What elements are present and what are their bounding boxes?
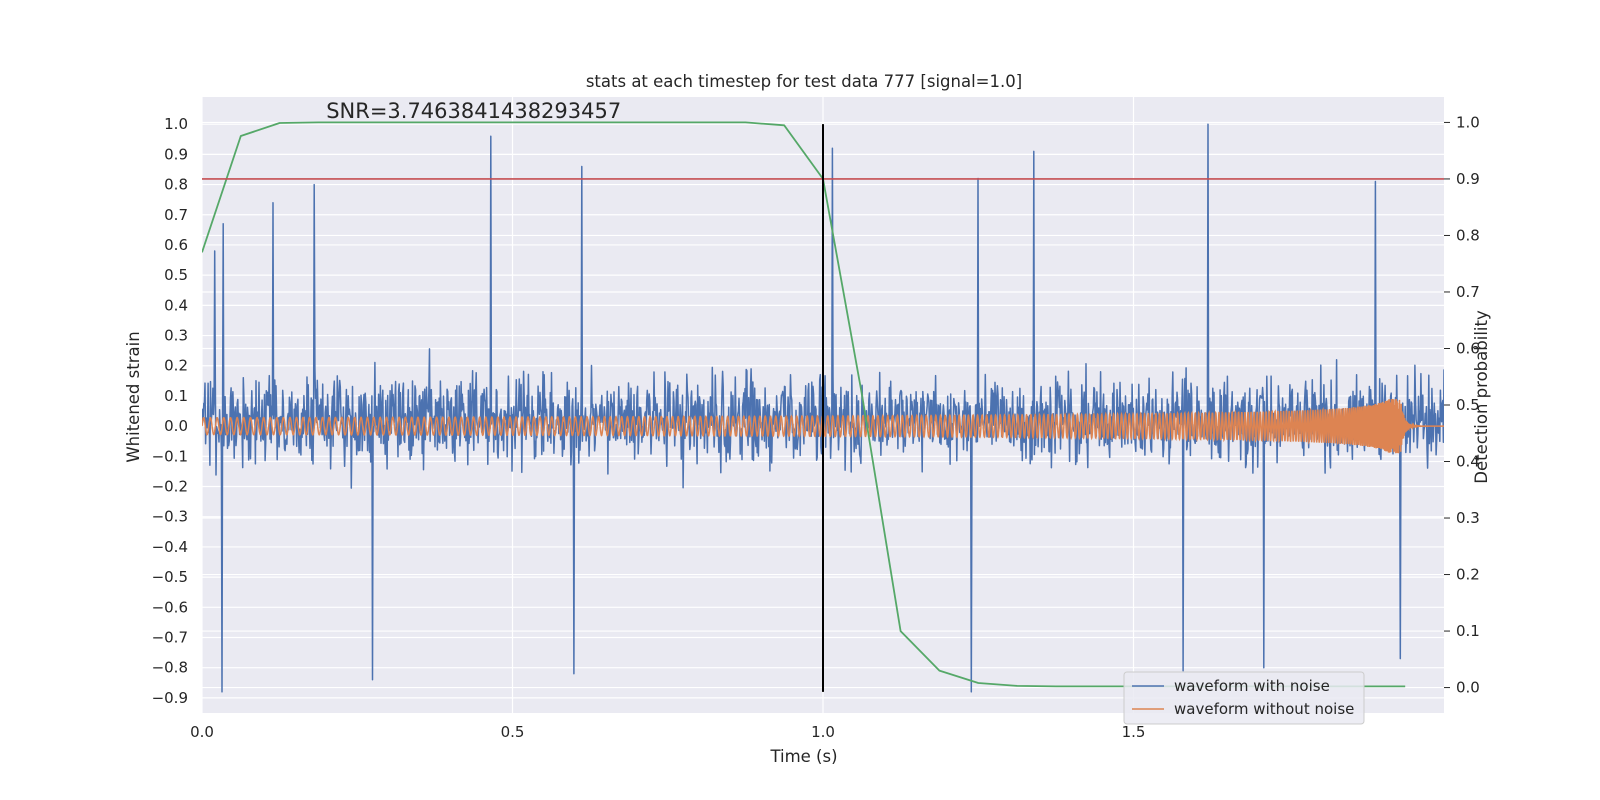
y-axis-label: Whitened strain — [124, 331, 143, 462]
y-right-tick-label: 0.8 — [1456, 226, 1480, 244]
y-right-tick-label: 0.7 — [1456, 283, 1480, 301]
y-tick-label: 0.4 — [164, 296, 188, 314]
legend-frame — [1123, 671, 1365, 725]
y-axis-label-right: Detection probability — [1472, 310, 1491, 484]
y-tick-label: −0.6 — [152, 598, 188, 616]
y-tick-label: 1.0 — [164, 115, 188, 133]
y-right-tick-label: 0.6 — [1456, 339, 1480, 357]
y-tick-label: 0.2 — [164, 357, 188, 375]
y-right-tick-label: 0.2 — [1456, 566, 1480, 584]
y-tick-label: 0.0 — [164, 417, 188, 435]
x-tick-label: 1.5 — [1122, 723, 1146, 741]
y-tick-label: −0.5 — [152, 568, 188, 586]
y-tick-label: 0.1 — [164, 387, 188, 405]
x-tick-label: 0.0 — [190, 723, 214, 741]
y-right-tick-label: 1.0 — [1456, 113, 1480, 131]
x-axis-label: Time (s) — [769, 747, 837, 766]
y-right-tick-label: 0.9 — [1456, 170, 1480, 188]
y-tick-label: 0.6 — [164, 236, 188, 254]
y-tick-label: −0.2 — [152, 478, 188, 496]
y-tick-label: −0.7 — [152, 629, 188, 647]
y-tick-label: 0.7 — [164, 206, 188, 224]
legend-label-clean: waveform without noise — [1174, 700, 1354, 718]
y-right-tick-label: 0.0 — [1456, 679, 1480, 697]
y-tick-label: −0.9 — [152, 689, 188, 707]
legend-label-noise: waveform with noise — [1174, 677, 1330, 695]
legend: waveform with noise waveform without noi… — [1123, 671, 1365, 725]
x-tick-label: 0.5 — [501, 723, 525, 741]
y-tick-label: −0.8 — [152, 659, 188, 677]
y-right-tick-label: 0.4 — [1456, 453, 1480, 471]
y-tick-label: −0.1 — [152, 447, 188, 465]
y-right-tick-label: 0.3 — [1456, 509, 1480, 527]
y-tick-label: 0.5 — [164, 266, 188, 284]
axes: 0.0 0.5 1.0 1.5 1.0 0.9 0.8 0.7 0.6 0.5 0.4 0.3 0.2 0… — [152, 113, 1480, 741]
y-tick-label: −0.4 — [152, 538, 188, 556]
y-right-tick-label: 0.1 — [1456, 622, 1480, 640]
y-tick-label: 0.9 — [164, 145, 188, 163]
snr-annotation: SNR=3.7463841438293457 — [326, 99, 621, 123]
y-tick-label: 0.8 — [164, 176, 188, 194]
x-tick-label: 1.0 — [811, 723, 835, 741]
y-tick-label: 0.3 — [164, 327, 188, 345]
y-right-tick-label: 0.5 — [1456, 396, 1480, 414]
y-tick-label: −0.3 — [152, 508, 188, 526]
chart-title: stats at each timestep for test data 777… — [586, 72, 1022, 91]
